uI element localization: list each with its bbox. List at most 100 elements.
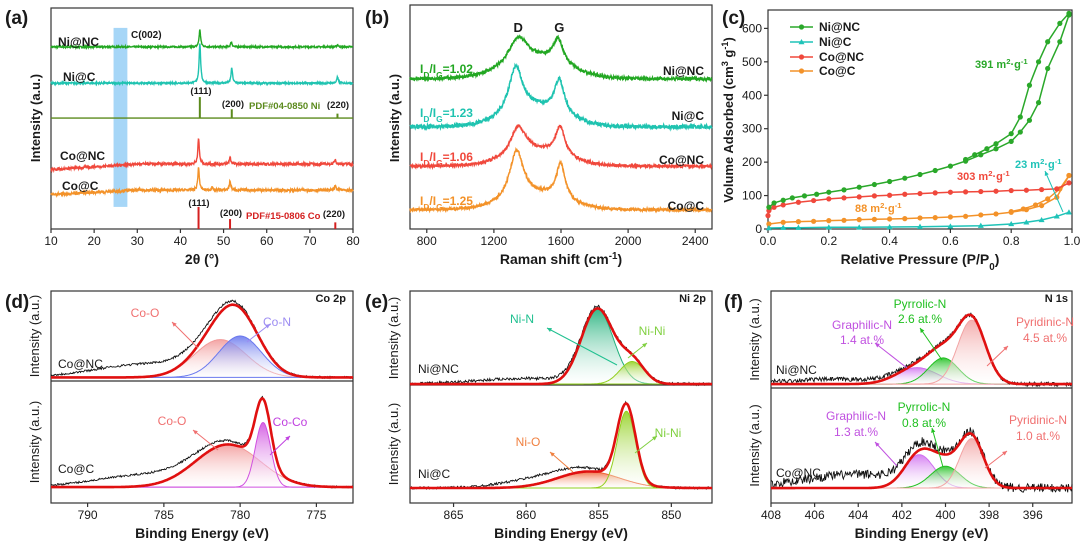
y-tick-label: 100 xyxy=(742,189,762,203)
data-point xyxy=(795,199,802,205)
data-point xyxy=(932,215,938,221)
data-point xyxy=(1008,187,1014,194)
data-point xyxy=(886,223,893,230)
xps-subplot-co-c xyxy=(50,395,354,489)
data-point xyxy=(825,224,832,230)
panel-label: (e) xyxy=(365,292,388,313)
component-label: Ni-N xyxy=(510,312,534,326)
x-axis-label: Raman shift (cm-1) xyxy=(500,251,622,268)
xps-subplot-ni-nc xyxy=(409,304,713,387)
component-label: Pyridinic-N xyxy=(1016,315,1074,329)
data-point xyxy=(1053,213,1060,219)
data-point xyxy=(947,163,954,169)
data-point xyxy=(1038,216,1045,223)
isotherm-ni-c xyxy=(765,209,1072,231)
data-point xyxy=(947,214,954,220)
fitted-envelope xyxy=(51,303,353,379)
legend-label: Co@C xyxy=(819,64,856,78)
data-point xyxy=(1065,209,1072,215)
fitted-envelope xyxy=(771,313,1072,386)
component-label: Co-O xyxy=(131,306,160,320)
reference-name: PDF#04-0850 Ni xyxy=(249,101,320,112)
data-point xyxy=(856,184,862,190)
data-point xyxy=(871,193,878,199)
annotation-arrow xyxy=(269,435,291,456)
data-point xyxy=(984,146,990,152)
band-label: G xyxy=(554,20,564,35)
sample-label: Co@NC xyxy=(58,357,103,371)
sample-label: Co@NC xyxy=(60,149,105,163)
sample-label: Ni@C xyxy=(418,467,451,481)
reference-name: PDF#15-0806 Co xyxy=(246,211,321,222)
x-tick-label: 0.6 xyxy=(942,234,959,248)
component-label: Ni-O xyxy=(516,435,541,449)
axes-frame xyxy=(50,290,354,504)
data-point xyxy=(1020,206,1026,212)
xps-subplot-co-nc xyxy=(50,299,354,380)
data-point xyxy=(1045,39,1051,45)
y-axis-label: Intensity (a.u.) xyxy=(28,74,43,162)
data-point xyxy=(801,193,808,199)
x-tick-label: 402 xyxy=(892,508,912,522)
miller-index-label: (220) xyxy=(323,209,345,220)
component-label: Graphilic-N xyxy=(832,318,892,332)
legend-item-ni-nc xyxy=(790,24,813,30)
component-label: Pyrrolic-N xyxy=(894,297,947,311)
x-tick-label: 1200 xyxy=(481,234,508,248)
panel-label: (f) xyxy=(724,292,743,313)
component-label: Graphilic-N xyxy=(826,409,886,423)
arrowhead xyxy=(931,428,936,433)
x-tick-label: 30 xyxy=(131,234,145,248)
data-point xyxy=(841,195,847,201)
component-fill-pyrrolic-n xyxy=(771,357,1072,385)
sample-label: Ni@NC xyxy=(58,35,99,49)
legend-label: Ni@NC xyxy=(819,20,860,34)
x-tick-label: 10 xyxy=(44,234,58,248)
x-tick-label: 396 xyxy=(1023,508,1043,522)
legend-item-co-c xyxy=(790,68,813,74)
y-tick-label: 600 xyxy=(742,21,762,35)
annotation-arrow xyxy=(634,435,658,454)
data-point xyxy=(1039,202,1045,209)
data-point xyxy=(795,224,802,230)
data-point xyxy=(902,175,908,181)
data-point xyxy=(798,39,805,45)
data-point xyxy=(1066,180,1072,186)
x-tick-label: 404 xyxy=(848,508,868,522)
arrowhead xyxy=(1044,171,1049,176)
component-label: Co-Co xyxy=(273,415,308,429)
panel-label: (a) xyxy=(5,8,28,29)
component-label: Co-O xyxy=(158,414,187,428)
data-point xyxy=(1032,202,1039,208)
arrowhead xyxy=(1003,346,1008,351)
annotation-arrow xyxy=(919,327,943,361)
y-tick-label: 400 xyxy=(742,88,762,102)
data-point xyxy=(871,216,878,222)
sample-label: Co@C xyxy=(58,462,95,476)
component-fill-ni-o xyxy=(410,471,712,489)
x-tick-label: 1600 xyxy=(548,234,575,248)
component-label: Ni-Ni xyxy=(655,426,682,440)
component-percentage: 1.0 at.% xyxy=(1016,429,1060,443)
data-point xyxy=(798,54,805,60)
data-point xyxy=(856,224,863,230)
data-point xyxy=(978,188,984,195)
x-tick-label: 400 xyxy=(935,508,955,522)
data-point xyxy=(798,24,805,30)
sample-label: Ni@NC xyxy=(663,64,704,78)
x-tick-label: 2400 xyxy=(682,234,709,248)
component-percentage: 1.3 at.% xyxy=(834,425,878,439)
data-point xyxy=(972,152,978,158)
data-point xyxy=(917,215,923,221)
y-axis-label: Intensity (a.u.) xyxy=(747,298,762,380)
xrd-curve-ni-nc xyxy=(50,29,354,51)
annotation-arrow xyxy=(874,342,908,369)
miller-index-label: (220) xyxy=(327,100,349,111)
fitted-envelope xyxy=(410,402,712,490)
arrowhead xyxy=(652,436,657,441)
component-percentage: 4.5 at.% xyxy=(1023,331,1067,345)
data-point xyxy=(963,189,969,195)
sample-label: Ni@NC xyxy=(776,363,817,377)
annotation-arrow xyxy=(931,427,944,468)
